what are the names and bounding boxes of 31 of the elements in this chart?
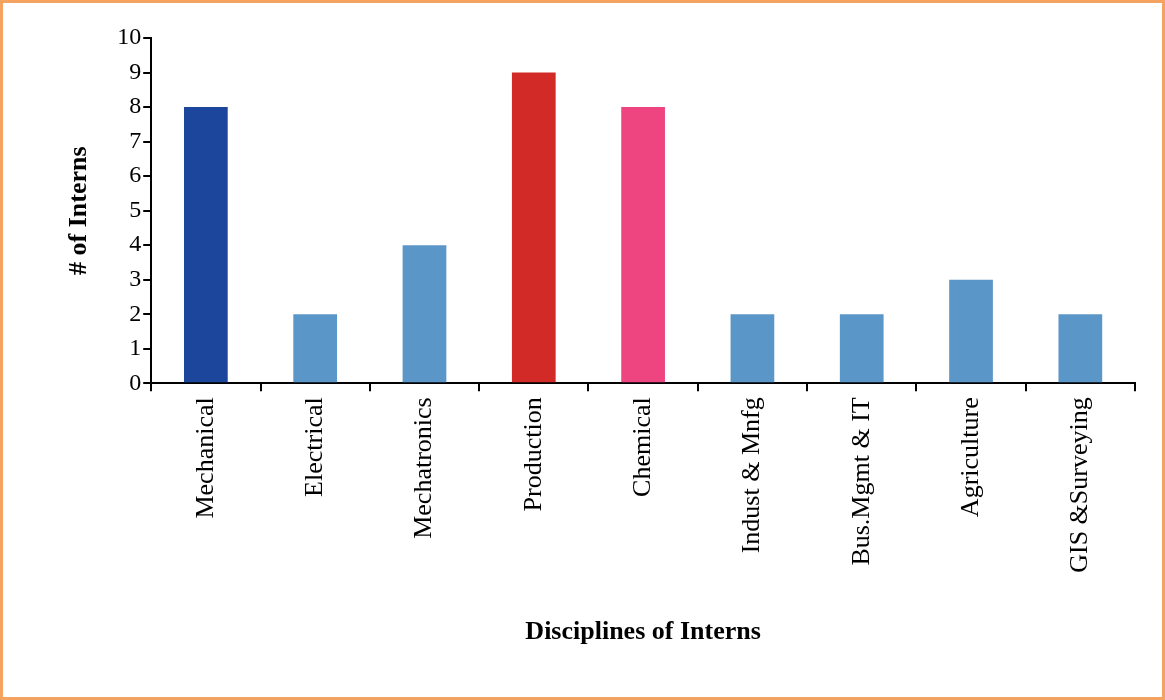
x-tick-label: Agriculture <box>954 397 984 518</box>
y-axis-title: # of Interns <box>63 146 93 275</box>
y-tick-label: 5 <box>129 195 142 222</box>
y-tick-label: 4 <box>129 230 142 257</box>
x-tick-label: Mechanical <box>189 397 219 519</box>
x-axis-title: Disciplines of Interns <box>525 616 761 646</box>
y-tick-label: 7 <box>129 126 142 153</box>
bar <box>730 314 775 383</box>
bar <box>949 279 993 383</box>
x-tick-label: Bus.Mgmt & IT <box>845 397 875 566</box>
bar <box>402 245 447 383</box>
x-tick-label: Production <box>517 397 547 512</box>
x-tick-label: Chemical <box>626 397 656 497</box>
x-tick-label: Electrical <box>298 397 328 497</box>
y-tick-label: 10 <box>117 23 142 50</box>
y-tick-label: 6 <box>129 161 142 188</box>
x-tick-label: Indust & Mnfg <box>736 397 766 554</box>
bar <box>183 107 228 383</box>
y-tick-label: 1 <box>129 334 142 361</box>
y-tick-label: 2 <box>129 299 142 326</box>
bar <box>511 72 556 383</box>
y-tick-label: 0 <box>129 368 142 395</box>
x-tick-label: Mechatronics <box>408 397 438 539</box>
bar <box>621 107 665 383</box>
bar <box>293 314 338 383</box>
x-tick-label: GIS &Surveying <box>1064 397 1094 573</box>
bar <box>1058 314 1103 383</box>
bar <box>839 314 884 383</box>
y-tick-label: 8 <box>129 92 142 119</box>
y-tick-label: 3 <box>129 265 142 292</box>
y-tick-label: 9 <box>129 57 142 84</box>
